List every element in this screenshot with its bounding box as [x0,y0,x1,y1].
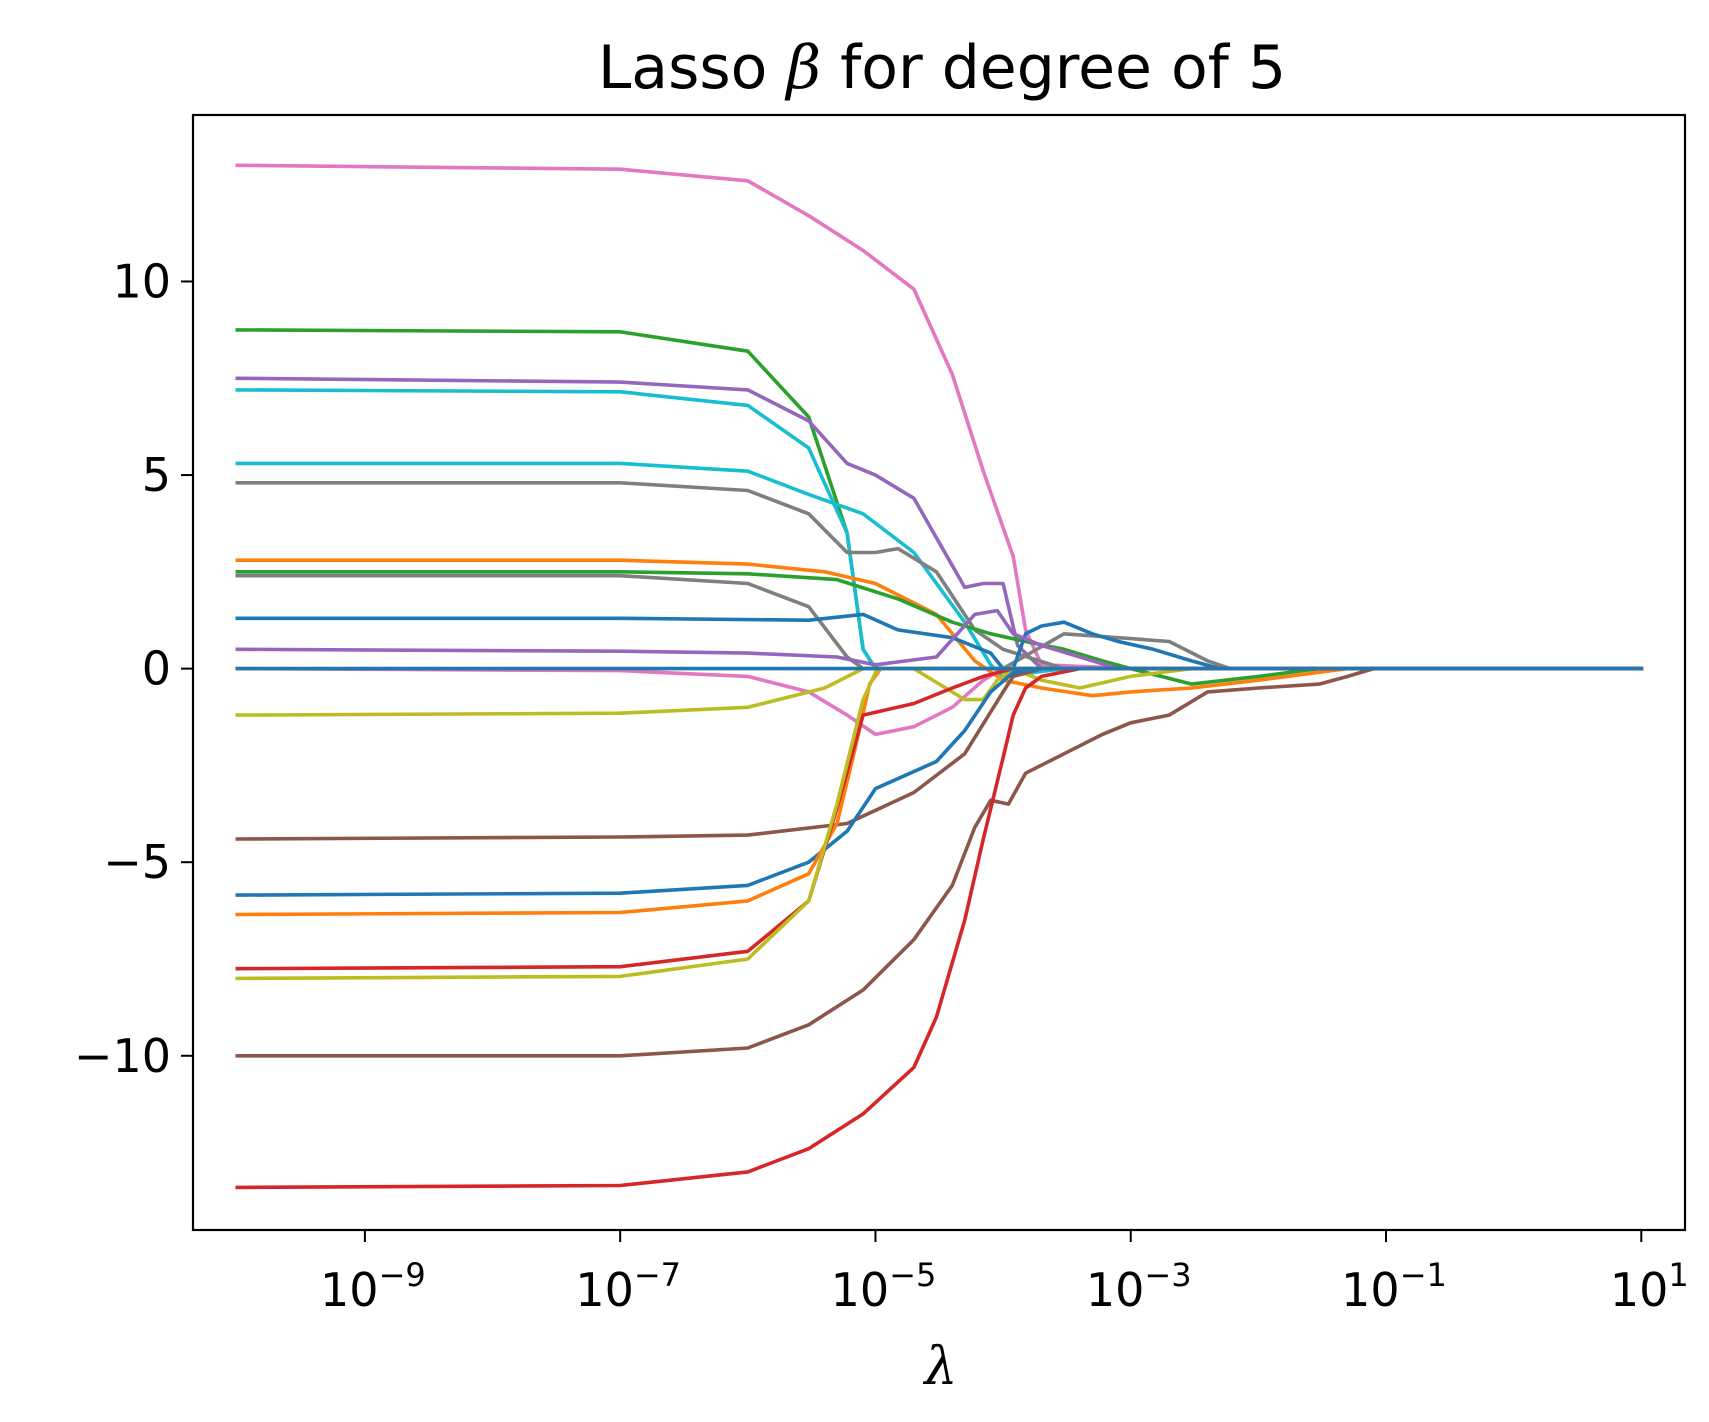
x-tick-label: 10−5 [831,1256,937,1317]
y-tick-label: −5 [103,835,171,889]
y-tick-label: 5 [142,448,171,502]
series-line-13 [235,666,1644,717]
series-line-17 [235,666,1644,971]
y-tick-label: −10 [74,1029,171,1083]
series-line-3 [235,376,1644,671]
x-tick-label: 10−1 [1341,1256,1447,1317]
chart-title: Lasso β for degree of 5 [598,33,1286,103]
y-tick-label: 0 [142,642,171,696]
axis-layer: 10−9 10−7 10−5 10−3 10−1 101 10 5 0 −5 −10 [74,254,1689,1317]
x-tick-label: 10−7 [575,1256,681,1317]
x-tick-label: 101 [1610,1256,1689,1317]
x-axis-label: λ [923,1337,958,1397]
series-line-16 [235,666,1644,917]
series-line-20 [235,666,1644,1190]
series-line-6 [235,481,1644,671]
series-line-19 [235,666,1644,1058]
y-tick-label: 10 [112,254,171,308]
series-line-1 [235,163,1644,671]
series-layer [235,163,1644,1190]
series-line-11 [235,608,1644,671]
series-line-8 [235,570,1644,686]
series-line-14 [235,666,1644,841]
plot-frame [191,113,1687,1232]
x-tick-label: 10−9 [320,1256,426,1317]
series-line-10 [235,612,1644,671]
x-tick-label: 10−3 [1086,1256,1192,1317]
series-line-15 [235,666,1644,897]
